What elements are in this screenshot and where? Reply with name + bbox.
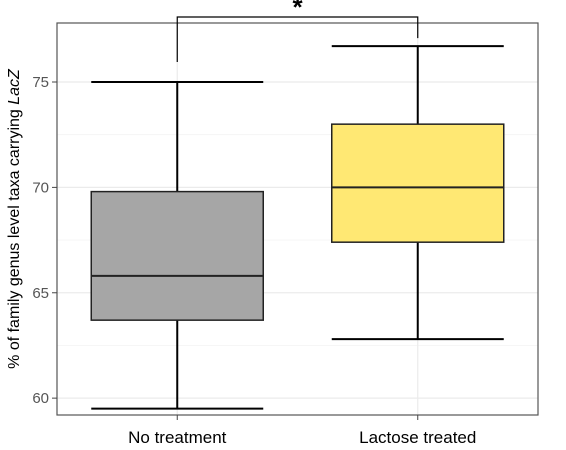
x-tick-label: No treatment xyxy=(128,428,227,447)
box-iqr xyxy=(331,123,505,243)
significance-bracket: * xyxy=(176,0,419,63)
y-tick-label: 70 xyxy=(32,179,49,196)
significance-label: * xyxy=(292,0,303,22)
box-iqr xyxy=(90,190,264,321)
y-axis-label-gene: LacZ xyxy=(6,68,23,105)
box-1 xyxy=(90,81,264,410)
x-axis-ticks: No treatment Lactose treated xyxy=(128,415,476,447)
plot-panel-border xyxy=(56,22,539,416)
y-axis-label-main: % of family genus level taxa carrying xyxy=(6,105,23,369)
y-tick-label: 75 xyxy=(32,74,49,91)
y-axis-ticks: 60 65 70 75 xyxy=(32,74,57,407)
y-tick-label: 65 xyxy=(32,285,49,302)
box-2 xyxy=(331,45,505,341)
x-tick-label: Lactose treated xyxy=(359,428,476,447)
y-axis-label: % of family genus level taxa carrying La… xyxy=(6,68,23,369)
y-tick-label: 60 xyxy=(32,390,49,407)
box-series xyxy=(90,45,505,410)
significance-bracket-line xyxy=(176,16,419,63)
